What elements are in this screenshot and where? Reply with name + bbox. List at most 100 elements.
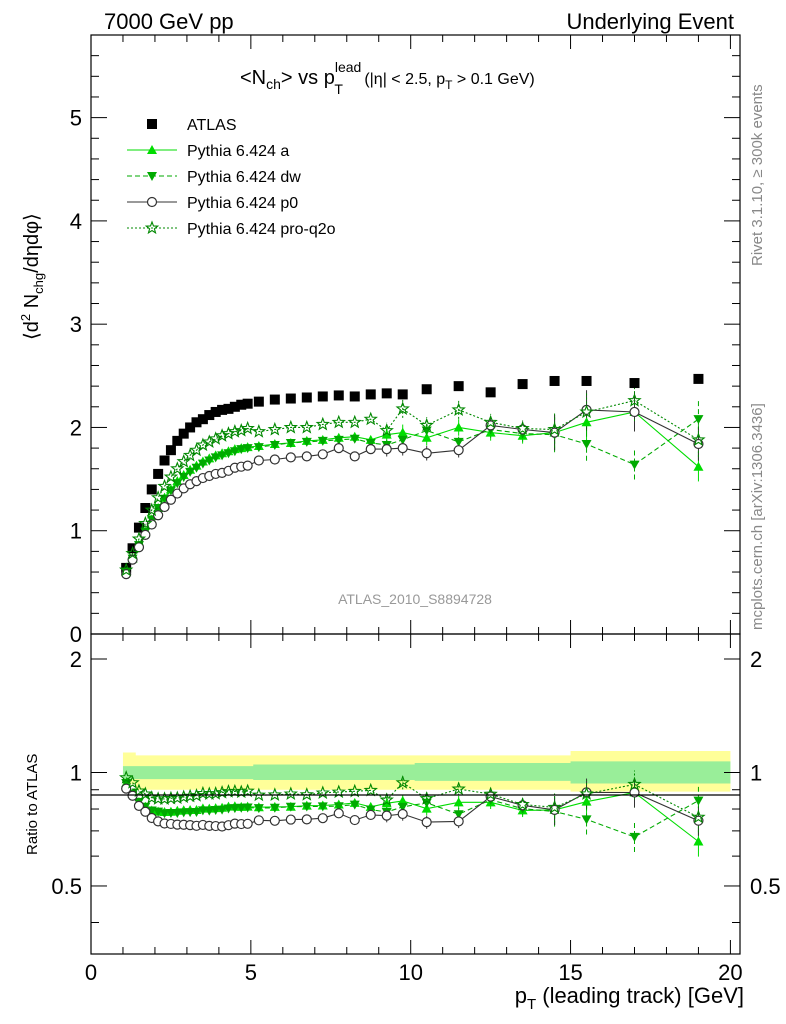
ratio-point-pythia-6-424-dw	[159, 809, 170, 819]
side-label-mcplots: mcplots.cern.ch [arXiv:1306.3436]	[749, 403, 766, 630]
point-pythia-6-424-a	[421, 432, 432, 442]
point-pythia-6-424-pro-q2o	[363, 411, 378, 426]
ratio-point-pythia-6-424-p0	[121, 783, 132, 794]
legend-label-pythia-6-424-dw: Pythia 6.424 dw	[187, 169, 301, 186]
x-tick-label: 15	[558, 960, 582, 985]
legend-label-pythia-6-424-a: Pythia 6.424 a	[187, 143, 289, 160]
point-atlas	[133, 522, 144, 533]
point-pythia-6-424-pro-q2o	[283, 419, 299, 434]
point-atlas	[269, 394, 280, 405]
ratio-y-tick-label-right: 0.5	[750, 874, 781, 899]
point-pythia-6-424-pro-q2o	[267, 421, 283, 436]
point-atlas	[253, 396, 264, 407]
x-tick-label: 20	[718, 960, 742, 985]
point-atlas	[191, 417, 202, 428]
point-pythia-6-424-p0	[153, 510, 164, 521]
point-pythia-6-424-p0	[285, 452, 296, 463]
point-pythia-6-424-p0	[253, 455, 264, 466]
ratio-point-pythia-6-424-dw	[285, 802, 296, 812]
ratio-point-pythia-6-424-pro-q2o	[347, 783, 362, 798]
ratio-point-pythia-6-424-dw	[242, 803, 253, 813]
point-atlas	[229, 401, 240, 412]
y-axis-label-main: ⟨d2 Nchg/dηdφ⟩	[18, 213, 46, 340]
ratio-point-pythia-6-424-p0	[269, 815, 280, 826]
ratio-y-tick-label: 1	[70, 760, 82, 785]
y-tick-label: 3	[70, 312, 82, 337]
x-tick-label: 5	[245, 960, 257, 985]
ratio-point-pythia-6-424-pro-q2o	[144, 790, 159, 804]
header-right: Underlying Event	[566, 9, 734, 34]
point-pythia-6-424-p0	[381, 444, 392, 455]
point-pythia-6-424-pro-q2o	[451, 402, 466, 417]
legend-label-atlas: ATLAS	[187, 117, 237, 134]
point-pythia-6-424-pro-q2o	[691, 432, 706, 446]
x-tick-label: 10	[398, 960, 422, 985]
ratio-point-pythia-6-424-pro-q2o	[419, 791, 434, 805]
ratio-point-pythia-6-424-dw	[191, 808, 202, 818]
y-tick-label: 5	[70, 106, 82, 131]
legend-label-pythia-6-424-pro-q2o: Pythia 6.424 pro-q2o	[187, 221, 336, 238]
ratio-point-pythia-6-424-dw	[165, 808, 176, 818]
point-pythia-6-424-dw	[229, 447, 240, 457]
point-atlas	[236, 399, 247, 410]
point-pythia-6-424-pro-q2o	[131, 531, 147, 546]
ratio-point-pythia-6-424-pro-q2o	[547, 799, 562, 814]
analysis-id: ATLAS_2010_S8894728	[338, 591, 492, 607]
point-pythia-6-424-pro-q2o	[579, 404, 594, 419]
point-atlas	[159, 455, 170, 466]
point-pythia-6-424-pro-q2o	[125, 545, 140, 560]
point-pythia-6-424-dw	[165, 486, 176, 496]
ratio-point-pythia-6-424-p0	[421, 817, 432, 828]
ratio-point-pythia-6-424-pro-q2o	[182, 788, 198, 803]
point-atlas	[581, 375, 592, 386]
ratio-point-pythia-6-424-dw	[210, 805, 221, 815]
legend-marker-atlas	[147, 119, 157, 129]
ratio-point-pythia-6-424-a	[397, 795, 408, 805]
ratio-point-pythia-6-424-p0	[365, 809, 376, 821]
ratio-point-pythia-6-424-pro-q2o	[138, 786, 153, 801]
point-pythia-6-424-p0	[242, 460, 253, 471]
ratio-point-pythia-6-424-pro-q2o	[451, 781, 466, 796]
point-pythia-6-424-dw	[285, 438, 296, 448]
side-label-rivet: Rivet 3.1.10, ≥ 300k events	[749, 84, 766, 266]
point-pythia-6-424-pro-q2o	[138, 515, 153, 530]
point-pythia-6-424-pro-q2o	[331, 414, 346, 429]
ratio-point-pythia-6-424-dw	[349, 800, 360, 810]
ratio-point-pythia-6-424-pro-q2o	[379, 792, 394, 807]
header-left: 7000 GeV pp	[104, 9, 234, 34]
point-pythia-6-424-pro-q2o	[157, 478, 172, 493]
legend-label-pythia-6-424-p0: Pythia 6.424 p0	[187, 195, 298, 212]
point-atlas	[197, 414, 208, 425]
point-atlas	[285, 393, 296, 404]
point-atlas	[217, 404, 228, 415]
point-atlas	[185, 422, 196, 433]
ratio-point-pythia-6-424-pro-q2o	[627, 776, 642, 791]
point-pythia-6-424-p0	[517, 424, 528, 435]
point-pythia-6-424-dw	[253, 443, 264, 453]
ratio-plot-frame	[90, 633, 741, 955]
ratio-point-pythia-6-424-dw	[223, 804, 234, 814]
point-atlas	[453, 381, 464, 392]
point-pythia-6-424-dw	[453, 437, 464, 447]
point-pythia-6-424-pro-q2o	[379, 422, 394, 437]
point-pythia-6-424-p0	[349, 451, 360, 462]
point-atlas	[629, 378, 640, 389]
x-tick-label: 0	[85, 960, 97, 985]
ratio-point-pythia-6-424-dw	[178, 808, 189, 818]
point-pythia-6-424-dw	[210, 453, 221, 463]
ratio-point-pythia-6-424-p0	[381, 810, 392, 821]
point-pythia-6-424-pro-q2o	[419, 417, 434, 432]
point-pythia-6-424-dw	[197, 459, 208, 469]
point-pythia-6-424-a	[693, 461, 704, 471]
ratio-line-pythia-6-424-pro-q2o	[125, 777, 699, 818]
point-pythia-6-424-p0	[301, 451, 312, 462]
point-atlas	[210, 406, 221, 417]
point-pythia-6-424-dw	[629, 460, 640, 470]
ratio-point-pythia-6-424-dw	[197, 806, 208, 816]
point-atlas	[153, 468, 164, 479]
legend-marker-pythia-6-424-p0	[146, 196, 158, 208]
point-atlas	[223, 403, 234, 414]
point-pythia-6-424-pro-q2o	[547, 421, 562, 436]
point-pythia-6-424-pro-q2o	[395, 401, 410, 415]
point-pythia-6-424-p0	[453, 445, 464, 456]
